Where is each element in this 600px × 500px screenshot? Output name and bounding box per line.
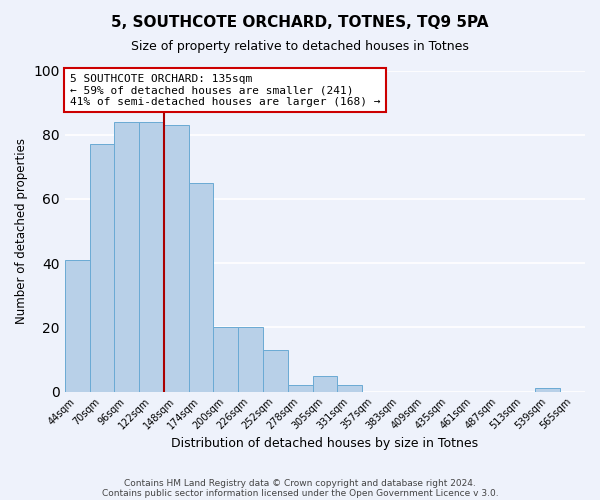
Bar: [535, 388, 560, 392]
Text: 5, SOUTHCOTE ORCHARD, TOTNES, TQ9 5PA: 5, SOUTHCOTE ORCHARD, TOTNES, TQ9 5PA: [111, 15, 489, 30]
X-axis label: Distribution of detached houses by size in Totnes: Distribution of detached houses by size …: [172, 437, 478, 450]
Bar: [65, 260, 89, 392]
Bar: [188, 183, 214, 392]
Text: Contains public sector information licensed under the Open Government Licence v : Contains public sector information licen…: [101, 488, 499, 498]
Text: Size of property relative to detached houses in Totnes: Size of property relative to detached ho…: [131, 40, 469, 53]
Bar: [89, 144, 115, 392]
Bar: [115, 122, 139, 392]
Bar: [214, 328, 238, 392]
Bar: [139, 122, 164, 392]
Bar: [238, 328, 263, 392]
Bar: [164, 125, 188, 392]
Bar: [288, 385, 313, 392]
Bar: [313, 376, 337, 392]
Bar: [263, 350, 288, 392]
Bar: [337, 385, 362, 392]
Text: 5 SOUTHCOTE ORCHARD: 135sqm
← 59% of detached houses are smaller (241)
41% of se: 5 SOUTHCOTE ORCHARD: 135sqm ← 59% of det…: [70, 74, 380, 107]
Text: Contains HM Land Registry data © Crown copyright and database right 2024.: Contains HM Land Registry data © Crown c…: [124, 478, 476, 488]
Y-axis label: Number of detached properties: Number of detached properties: [15, 138, 28, 324]
